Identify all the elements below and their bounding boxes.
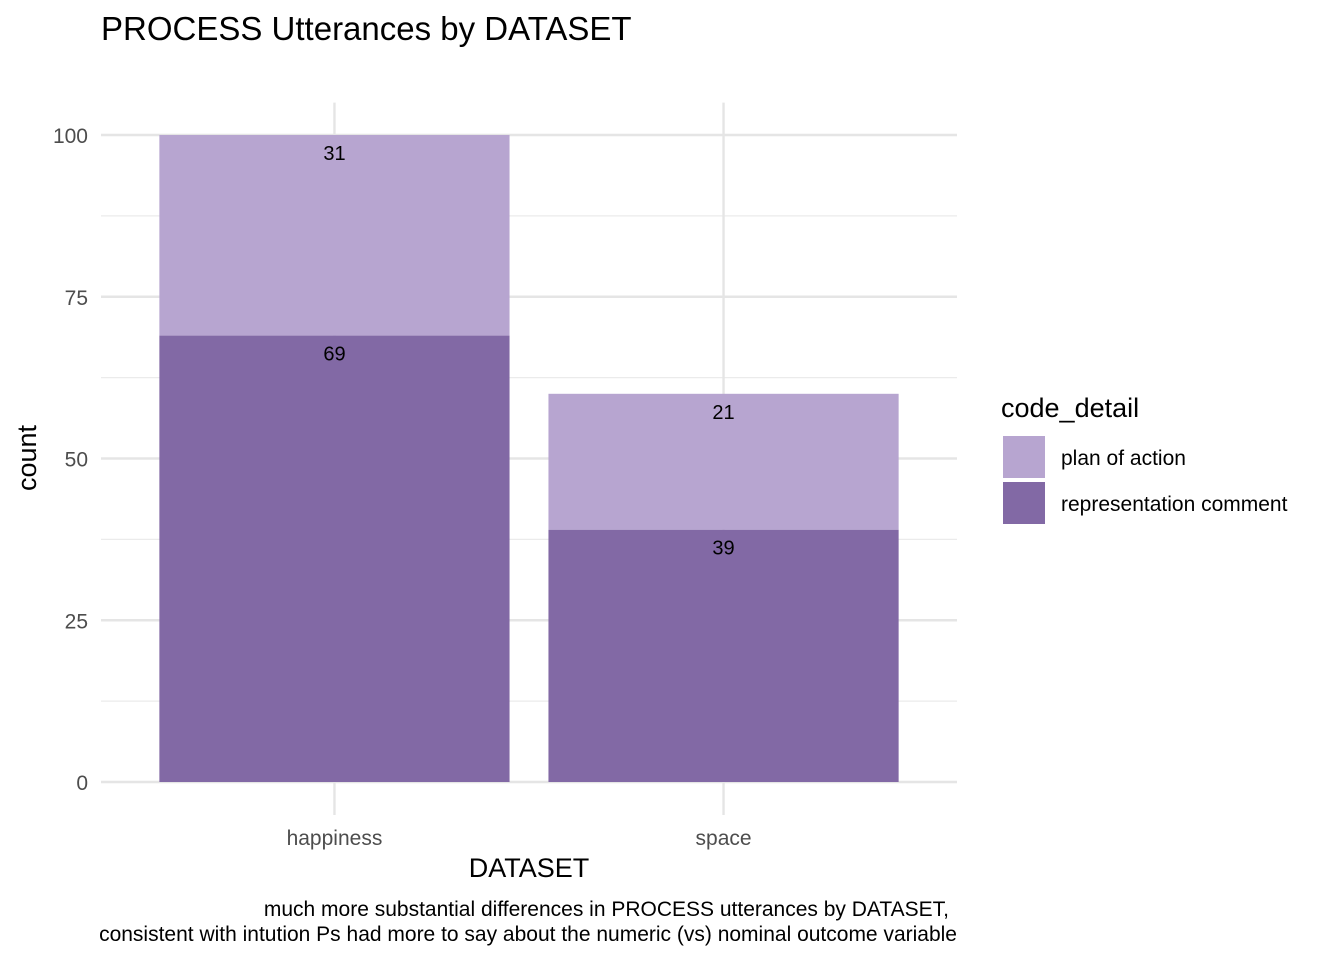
bar-value-label: 39 bbox=[712, 538, 734, 560]
x-tick-label: space bbox=[696, 827, 752, 850]
bar-value-label: 21 bbox=[712, 402, 734, 424]
chart-title: PROCESS Utterances by DATASET bbox=[101, 10, 632, 47]
x-tick-label: happiness bbox=[287, 827, 383, 850]
caption: much more substantial differences in PRO… bbox=[99, 898, 957, 946]
y-tick-label: 50 bbox=[65, 449, 88, 472]
legend-swatch bbox=[1003, 482, 1045, 524]
bar-segment bbox=[159, 335, 510, 782]
y-axis-title: count bbox=[12, 424, 42, 491]
x-axis-ticks: happiness space bbox=[287, 827, 752, 850]
y-axis-ticks: 0 25 50 75 100 bbox=[53, 125, 88, 795]
caption-line-2: consistent with intution Ps had more to … bbox=[99, 923, 957, 946]
bar-segment bbox=[548, 529, 899, 782]
bar-segment bbox=[159, 135, 510, 336]
y-tick-label: 100 bbox=[53, 125, 88, 148]
bar-labels: 69 31 39 21 bbox=[323, 143, 734, 560]
bar-segment bbox=[548, 393, 899, 530]
x-axis-title: DATASET bbox=[469, 853, 590, 883]
legend-swatch bbox=[1003, 436, 1045, 478]
y-tick-label: 25 bbox=[65, 610, 88, 633]
y-tick-label: 75 bbox=[65, 287, 88, 310]
legend-label: representation comment bbox=[1061, 493, 1288, 516]
legend-title: code_detail bbox=[1001, 393, 1139, 423]
caption-line-1: much more substantial differences in PRO… bbox=[264, 898, 949, 921]
bar-value-label: 31 bbox=[323, 143, 345, 165]
legend: code_detail plan of action representation… bbox=[1001, 393, 1288, 524]
bars bbox=[159, 135, 899, 782]
y-tick-label: 0 bbox=[76, 772, 88, 795]
legend-label: plan of action bbox=[1061, 447, 1186, 470]
bar-value-label: 69 bbox=[323, 344, 345, 366]
